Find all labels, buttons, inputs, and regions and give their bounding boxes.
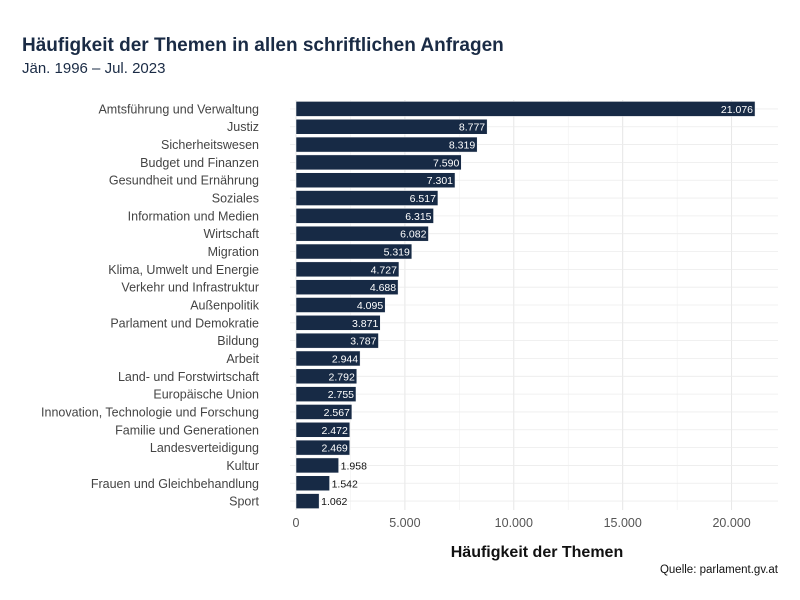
data-label: 2.792: [329, 371, 355, 383]
category-label: Gesundheit und Ernährung: [109, 174, 259, 188]
bar: [295, 118, 488, 135]
data-label: 2.944: [332, 353, 358, 365]
data-label: 3.871: [352, 318, 378, 330]
category-label: Land- und Forstwirtschaft: [118, 370, 260, 384]
bar: [295, 190, 439, 206]
data-label: 1.542: [332, 478, 358, 490]
data-label: 4.688: [370, 282, 396, 294]
category-label: Europäische Union: [153, 388, 259, 402]
data-label: 6.082: [400, 229, 426, 241]
bar: [295, 297, 386, 313]
x-tick-label: 20.000: [712, 516, 750, 530]
data-label: 2.567: [324, 407, 350, 419]
data-label: 1.958: [341, 460, 367, 472]
bar: [295, 225, 429, 242]
chart-caption: Quelle: parlament.gv.at: [659, 564, 778, 576]
bar: [295, 154, 462, 171]
bar: [295, 136, 478, 153]
bar: [295, 261, 400, 278]
category-label: Außenpolitik: [190, 299, 260, 313]
data-label: 2.469: [321, 443, 347, 455]
category-label: Information und Medien: [128, 209, 259, 223]
data-label: 4.727: [371, 264, 397, 276]
x-tick-label: 10.000: [495, 516, 533, 530]
data-label: 2.755: [328, 389, 354, 401]
data-label: 5.319: [384, 247, 410, 259]
bar: [295, 439, 351, 456]
data-label: 1.062: [321, 496, 347, 508]
data-label: 6.315: [405, 211, 431, 223]
bar: [295, 101, 756, 117]
chart-title: Häufigkeit der Themen in allen schriftli…: [22, 35, 504, 56]
chart-subtitle: Jän. 1996 – Jul. 2023: [22, 60, 166, 77]
data-label: 3.787: [350, 336, 376, 348]
x-axis-title: Häufigkeit der Themen: [451, 544, 623, 561]
bar: [295, 475, 330, 492]
x-tick-label: 0: [293, 516, 300, 530]
category-label: Landesverteidigung: [150, 441, 259, 455]
category-label: Frauen und Gleichbehandlung: [91, 477, 259, 491]
data-label: 7.590: [433, 157, 459, 169]
category-label: Sicherheitswesen: [161, 138, 259, 152]
bar: [295, 208, 434, 224]
bar: [295, 457, 339, 474]
data-label: 6.517: [410, 193, 436, 205]
category-label: Bildung: [217, 334, 259, 348]
category-label: Migration: [208, 245, 259, 259]
category-label: Budget und Finanzen: [140, 156, 259, 170]
bar: [295, 350, 361, 367]
category-label: Kultur: [226, 459, 259, 473]
category-label: Klima, Umwelt und Energie: [108, 263, 259, 277]
data-label: 2.472: [322, 425, 348, 437]
category-label: Justiz: [227, 120, 259, 134]
bar: [295, 172, 456, 188]
bar: [295, 315, 381, 331]
bar: [295, 422, 351, 438]
category-label: Verkehr und Infrastruktur: [121, 281, 259, 295]
category-label: Parlament und Demokratie: [110, 316, 259, 330]
category-label: Wirtschaft: [203, 227, 259, 241]
category-label: Innovation, Technologie und Forschung: [41, 405, 259, 419]
bar: [295, 493, 320, 509]
x-tick-label: 5.000: [389, 516, 420, 530]
data-label: 4.095: [357, 300, 383, 312]
data-label: 8.777: [459, 122, 485, 134]
category-label: Arbeit: [226, 352, 259, 366]
bar: [295, 332, 379, 349]
category-label: Soziales: [212, 192, 259, 206]
bar: [295, 368, 358, 385]
data-label: 7.301: [427, 175, 453, 187]
x-tick-label: 15.000: [604, 516, 642, 530]
category-label: Amtsführung und Verwaltung: [98, 102, 259, 116]
bar: [295, 386, 357, 402]
bar: [295, 243, 413, 260]
bar: [295, 404, 353, 420]
category-label: Familie und Generationen: [115, 423, 259, 437]
data-label: 21.076: [721, 104, 753, 116]
bar: [295, 279, 399, 295]
category-label: Sport: [229, 495, 259, 509]
data-label: 8.319: [449, 140, 475, 152]
